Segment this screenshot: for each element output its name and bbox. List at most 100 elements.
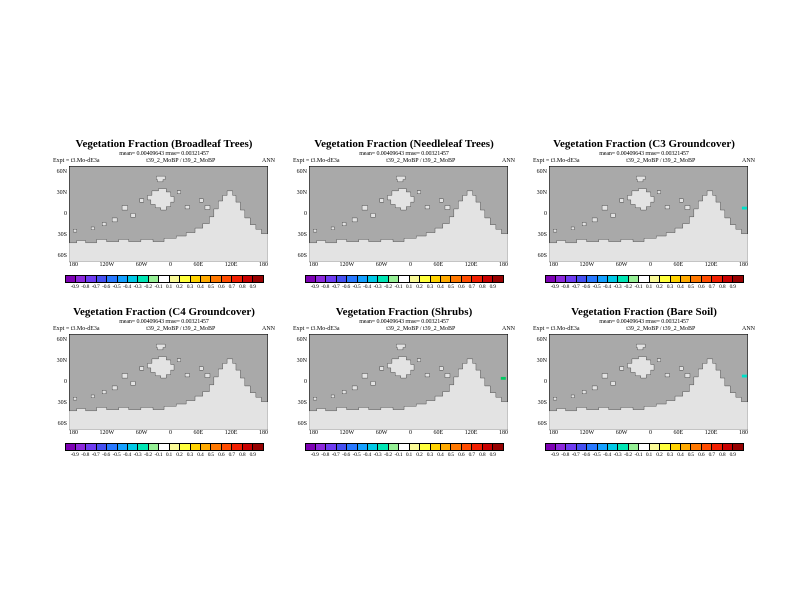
colorbar-tick-label: 0.3 (666, 452, 674, 458)
colorbar-tick-label: 0.5 (447, 284, 454, 290)
colorbar-tick-label: 0.4 (437, 452, 444, 458)
colorbar-cell (409, 444, 421, 450)
lon-tick-label: 180 (258, 262, 268, 268)
expt-label: Expt = t3.Mo-dE3a (293, 326, 340, 332)
season-label: ANN (742, 158, 755, 164)
lat-tick-label: 0 (544, 211, 547, 217)
colorbar-tick-label: 0.9 (249, 284, 256, 290)
colorbar-tick-label: 0.9 (249, 452, 256, 458)
latitude-axis: 60N 30N 0 30S 60S (292, 166, 309, 262)
lat-tick-label: 60S (537, 253, 547, 259)
colorbar-labels: -0.9 -0.8 -0.7 -0.6 -0.5 -0.4 -0.3 -0.2 -0.1 0.1 0… (305, 284, 504, 290)
colorbar: -0.9 -0.8 -0.7 -0.6 -0.5 -0.4 -0.3 -0.2 -0.1 0.1 0… (64, 443, 264, 458)
colorbar-tick-label: 0.5 (687, 452, 694, 458)
panel-c4-groundcover: Vegetation Fraction (C4 Groundcover) mea… (52, 306, 276, 458)
colorbar-cell (566, 276, 577, 282)
colorbar-tick-label: -0.7 (331, 284, 340, 290)
colorbar-tick-label: 0.3 (186, 284, 194, 290)
colorbar-cell (107, 444, 118, 450)
anomaly-cell (741, 374, 747, 378)
colorbar-tick-label: 0.2 (416, 452, 423, 458)
world-map (309, 334, 508, 430)
lat-tick-label: 30S (537, 232, 547, 238)
lat-tick-label: 30N (56, 358, 67, 364)
world-map (69, 334, 268, 430)
colorbar: -0.9 -0.8 -0.7 -0.6 -0.5 -0.4 -0.3 -0.2 -0.1 0.1 0… (544, 443, 744, 458)
panel-expt-line: Expt = t3.Mo-dE3a t39_2_MoBP / t39_2_MoB… (292, 326, 516, 333)
colorbar-tick-label: -0.4 (363, 284, 372, 290)
season-label: ANN (502, 158, 515, 164)
colorbar-cell (482, 276, 494, 282)
lon-tick-label: 60W (615, 430, 628, 436)
longitude-axis: 180 120W 60W 0 60E 120E 180 (549, 430, 748, 437)
lon-tick-label: 0 (168, 430, 172, 436)
lat-tick-label: 30N (296, 190, 307, 196)
colorbar-tick-label: 0.4 (197, 284, 204, 290)
colorbar-cell (388, 276, 400, 282)
panel-title: Vegetation Fraction (C4 Groundcover) (73, 306, 255, 318)
colorbar: -0.9 -0.8 -0.7 -0.6 -0.5 -0.4 -0.3 -0.2 -0.1 0.1 0… (64, 275, 264, 290)
colorbar-tick-label: -0.9 (550, 452, 559, 458)
colorbar-cell (357, 444, 369, 450)
map-row: 60N 30N 0 30S 60S (532, 166, 756, 262)
panel-stats-line: mean= 0.00409643 rmse= 0.00321457 (119, 319, 209, 325)
colorbar-tick-label: 0.1 (645, 284, 653, 290)
expt-label: Expt = t3.Mo-dE3a (53, 326, 100, 332)
colorbar-tick-label: 0.9 (729, 452, 736, 458)
colorbar-tick-label: -0.6 (342, 284, 351, 290)
colorbar-tick-label: -0.8 (321, 284, 330, 290)
lon-tick-label: 120W (339, 430, 355, 436)
colorbar-cell (211, 444, 222, 450)
colorbar-tick-label: -0.1 (634, 284, 643, 290)
colorbar-cell (305, 444, 316, 450)
colorbar-cell (628, 276, 640, 282)
colorbar-cell (587, 276, 598, 282)
map-row: 60N 30N 0 30S 60S (292, 334, 516, 430)
colorbar-tick-label: -0.7 (91, 452, 100, 458)
colorbar-tick-label: 0.8 (239, 452, 246, 458)
panel-stats-line: mean= 0.00409643 rmse= 0.00321457 (359, 151, 449, 157)
colorbar-cell (545, 444, 556, 450)
colorbar-tick-label: -0.3 (373, 452, 382, 458)
colorbar-cell (117, 444, 129, 450)
colorbar-cell (597, 276, 609, 282)
map-broadleaf-trees (69, 166, 268, 262)
colorbar-cell (712, 444, 723, 450)
colorbar-tick-label: -0.5 (352, 452, 361, 458)
lon-tick-label: 180 (738, 430, 748, 436)
colorbar-cell (639, 276, 650, 282)
colorbar-tick-label: -0.3 (613, 452, 622, 458)
expt-label: Expt = t3.Mo-dE3a (533, 158, 580, 164)
colorbar-cell (472, 444, 483, 450)
colorbar-tick-label: -0.4 (603, 452, 612, 458)
lon-tick-label: 60E (193, 262, 204, 268)
lon-tick-label: 120E (704, 430, 718, 436)
colorbar-tick-label: -0.1 (154, 284, 163, 290)
colorbar-labels: -0.9 -0.8 -0.7 -0.6 -0.5 -0.4 -0.3 -0.2 -0.1 0.1 0… (65, 284, 264, 290)
colorbar-tick-label: 0.9 (489, 284, 496, 290)
colorbar-tick-label: -0.9 (310, 452, 319, 458)
anomaly-cell (741, 206, 747, 210)
colorbar-tick-label: -0.1 (154, 452, 163, 458)
lat-tick-label: 30S (297, 400, 307, 406)
colorbar-tick-label: -0.7 (571, 284, 580, 290)
colorbar-cell (336, 276, 348, 282)
lat-tick-label: 30S (297, 232, 307, 238)
lon-tick-label: 60E (433, 430, 444, 436)
colorbar-tick-label: 0.5 (447, 452, 454, 458)
colorbar-cell (430, 444, 441, 450)
colorbar-tick-label: -0.5 (112, 452, 121, 458)
colorbar-labels: -0.9 -0.8 -0.7 -0.6 -0.5 -0.4 -0.3 -0.2 -0.1 0.1 0… (545, 452, 744, 458)
lon-tick-label: 0 (648, 430, 652, 436)
colorbar-cells (544, 275, 744, 283)
colorbar-cell (440, 444, 452, 450)
colorbar-tick-label: -0.9 (70, 452, 79, 458)
colorbar-cell (242, 276, 254, 282)
lon-tick-label: 180 (738, 262, 748, 268)
lat-tick-label: 60N (536, 169, 547, 175)
panel-broadleaf-trees: Vegetation Fraction (Broadleaf Trees) me… (52, 138, 276, 290)
colorbar-tick-label: 0.1 (405, 452, 413, 458)
colorbar-cell (587, 444, 598, 450)
colorbar-tick-label: 0.4 (437, 284, 444, 290)
